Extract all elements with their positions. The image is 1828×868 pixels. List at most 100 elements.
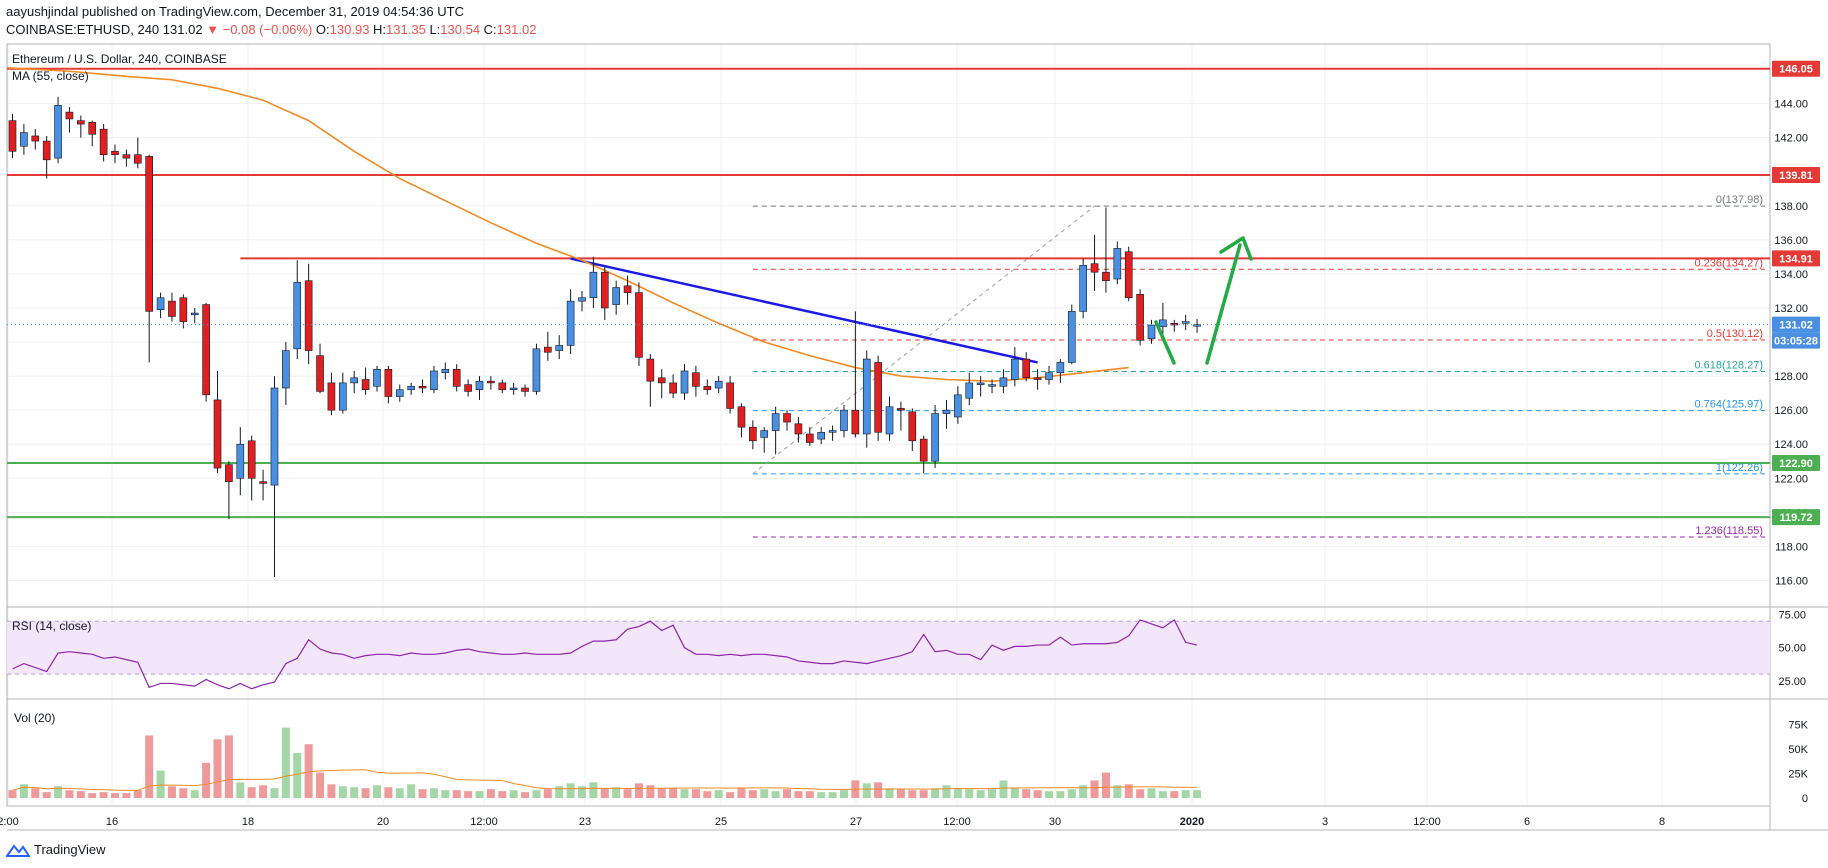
candle-26: [304, 263, 313, 365]
volume-bar-31: [361, 788, 370, 798]
volume-bar-59: [680, 789, 689, 798]
candle-body: [726, 382, 734, 409]
candle-body: [145, 156, 153, 312]
rsi-band: [7, 621, 1770, 675]
time-axis[interactable]: 2:00 16 18 20 12:00 23 25 27 12:00 30 2020 3 12:00 6 8: [0, 816, 1665, 828]
candle-98: [1124, 246, 1133, 302]
chart-title: Ethereum / U.S. Dollar, 240, COINBASE: [12, 52, 227, 66]
horizontal-levels[interactable]: [7, 67, 1770, 519]
candle-body: [623, 285, 632, 293]
fibonacci-retracement[interactable]: 0(137.98) 0.236(134.27) 0.5(130.12) 0.618(1…: [752, 194, 1765, 538]
candle-body: [304, 280, 313, 351]
candle-body: [805, 433, 814, 443]
candle-29: [339, 372, 347, 414]
tag-last: 131.02: [1779, 320, 1813, 332]
candle-body: [657, 377, 666, 384]
candle-94: [1079, 258, 1087, 319]
rsi-pane: 25.00 50.00 75.00: [7, 610, 1806, 690]
candle-104: [1193, 319, 1201, 333]
time-tick-6: 25: [715, 816, 727, 828]
price-axis[interactable]: 116.00118.00120.00122.00124.00126.00128.…: [1774, 99, 1808, 588]
candle-71: [817, 427, 825, 445]
candle-99: [1136, 289, 1144, 346]
candle-body: [851, 409, 860, 435]
candle-body: [817, 431, 825, 440]
candle-73: [840, 405, 848, 438]
ohlc-legend: COINBASE:ETHUSD, 240 131.02 ▼ −0.08 (−0.…: [6, 22, 536, 37]
volume-bar-39: [452, 790, 461, 798]
candle-body: [908, 411, 917, 442]
candle-body: [316, 355, 324, 392]
candle-10: [122, 149, 131, 167]
candle-body: [293, 282, 302, 350]
candle-57: [657, 369, 666, 399]
candle-body: [202, 304, 210, 396]
fib-label-0.618: 0.618(128.27): [1695, 359, 1764, 371]
chart-canvas[interactable]: 0(137.98) 0.236(134.27) 0.5(130.12) 0.618(1…: [0, 0, 1828, 840]
candle-95: [1090, 234, 1099, 291]
volume-bar-67: [771, 791, 780, 798]
volume-bar-32: [372, 785, 381, 798]
volume-bar-26: [304, 744, 313, 798]
candle-body: [566, 300, 575, 346]
volume-bar-9: [111, 793, 120, 798]
candle-body: [600, 271, 609, 309]
candle-body: [1193, 324, 1201, 327]
volume-bar-41: [475, 791, 484, 798]
projection-arrow[interactable]: [1154, 236, 1253, 365]
candle-55: [635, 282, 643, 366]
candle-79: [908, 408, 917, 452]
candle-body: [1170, 322, 1179, 326]
candle-body: [282, 350, 290, 389]
candle-body: [464, 384, 472, 392]
candle-70: [805, 427, 814, 446]
candle-body: [1033, 377, 1042, 380]
candle-body: [680, 370, 689, 394]
volume-bar-50: [578, 786, 586, 798]
candle-body: [1124, 251, 1133, 299]
candle-101: [1159, 302, 1167, 334]
volume-bar-54: [623, 789, 632, 798]
price-tick-124: 124.00: [1774, 439, 1808, 451]
candle-body: [897, 408, 905, 411]
candle-45: [521, 384, 529, 397]
price-tick-126: 126.00: [1774, 405, 1808, 417]
volume-bar-36: [418, 789, 427, 798]
candle-72: [828, 425, 837, 441]
volume-bar-10: [122, 793, 131, 798]
candle-body: [544, 346, 552, 353]
volume-bar-0: [8, 790, 17, 798]
tradingview-brand[interactable]: TradingView: [6, 842, 106, 857]
publisher-name[interactable]: aayushjindal: [6, 4, 79, 19]
volume-bar-61: [703, 791, 712, 798]
candle-0: [8, 113, 17, 159]
pane-labels: Ethereum / U.S. Dollar, 240, COINBASE MA…: [12, 52, 227, 725]
volume-bar-27: [316, 772, 325, 798]
published-text: published on TradingView.com, December 3…: [81, 4, 464, 19]
volume-bar-69: [794, 791, 803, 798]
candle-96: [1102, 207, 1110, 293]
arrow-head-icon: [1219, 236, 1253, 261]
candle-42: [487, 376, 495, 390]
volume-bar-30: [350, 787, 359, 798]
volume-label: Vol (20): [14, 711, 55, 725]
candle-body: [942, 409, 951, 414]
price-tick-134: 134.00: [1774, 269, 1808, 281]
brand-label: TradingView: [34, 842, 106, 857]
candle-12: [145, 154, 153, 363]
candle-body: [1102, 271, 1110, 282]
candle-body: [862, 358, 871, 435]
price-tick-138: 138.00: [1774, 201, 1808, 213]
last-price: 131.02: [162, 22, 203, 37]
volume-bar-87: [999, 780, 1008, 798]
candle-53: [612, 280, 620, 315]
candle-body: [179, 297, 188, 322]
candle-80: [919, 435, 928, 474]
volume-bar-44: [509, 790, 518, 798]
candle-body: [111, 150, 119, 155]
bearish-trend-line[interactable]: [570, 257, 1038, 364]
tag-134-bg: [1772, 250, 1820, 267]
volume-bar-68: [783, 789, 792, 798]
volume-bar-7: [88, 793, 97, 798]
candle-body: [190, 312, 199, 316]
